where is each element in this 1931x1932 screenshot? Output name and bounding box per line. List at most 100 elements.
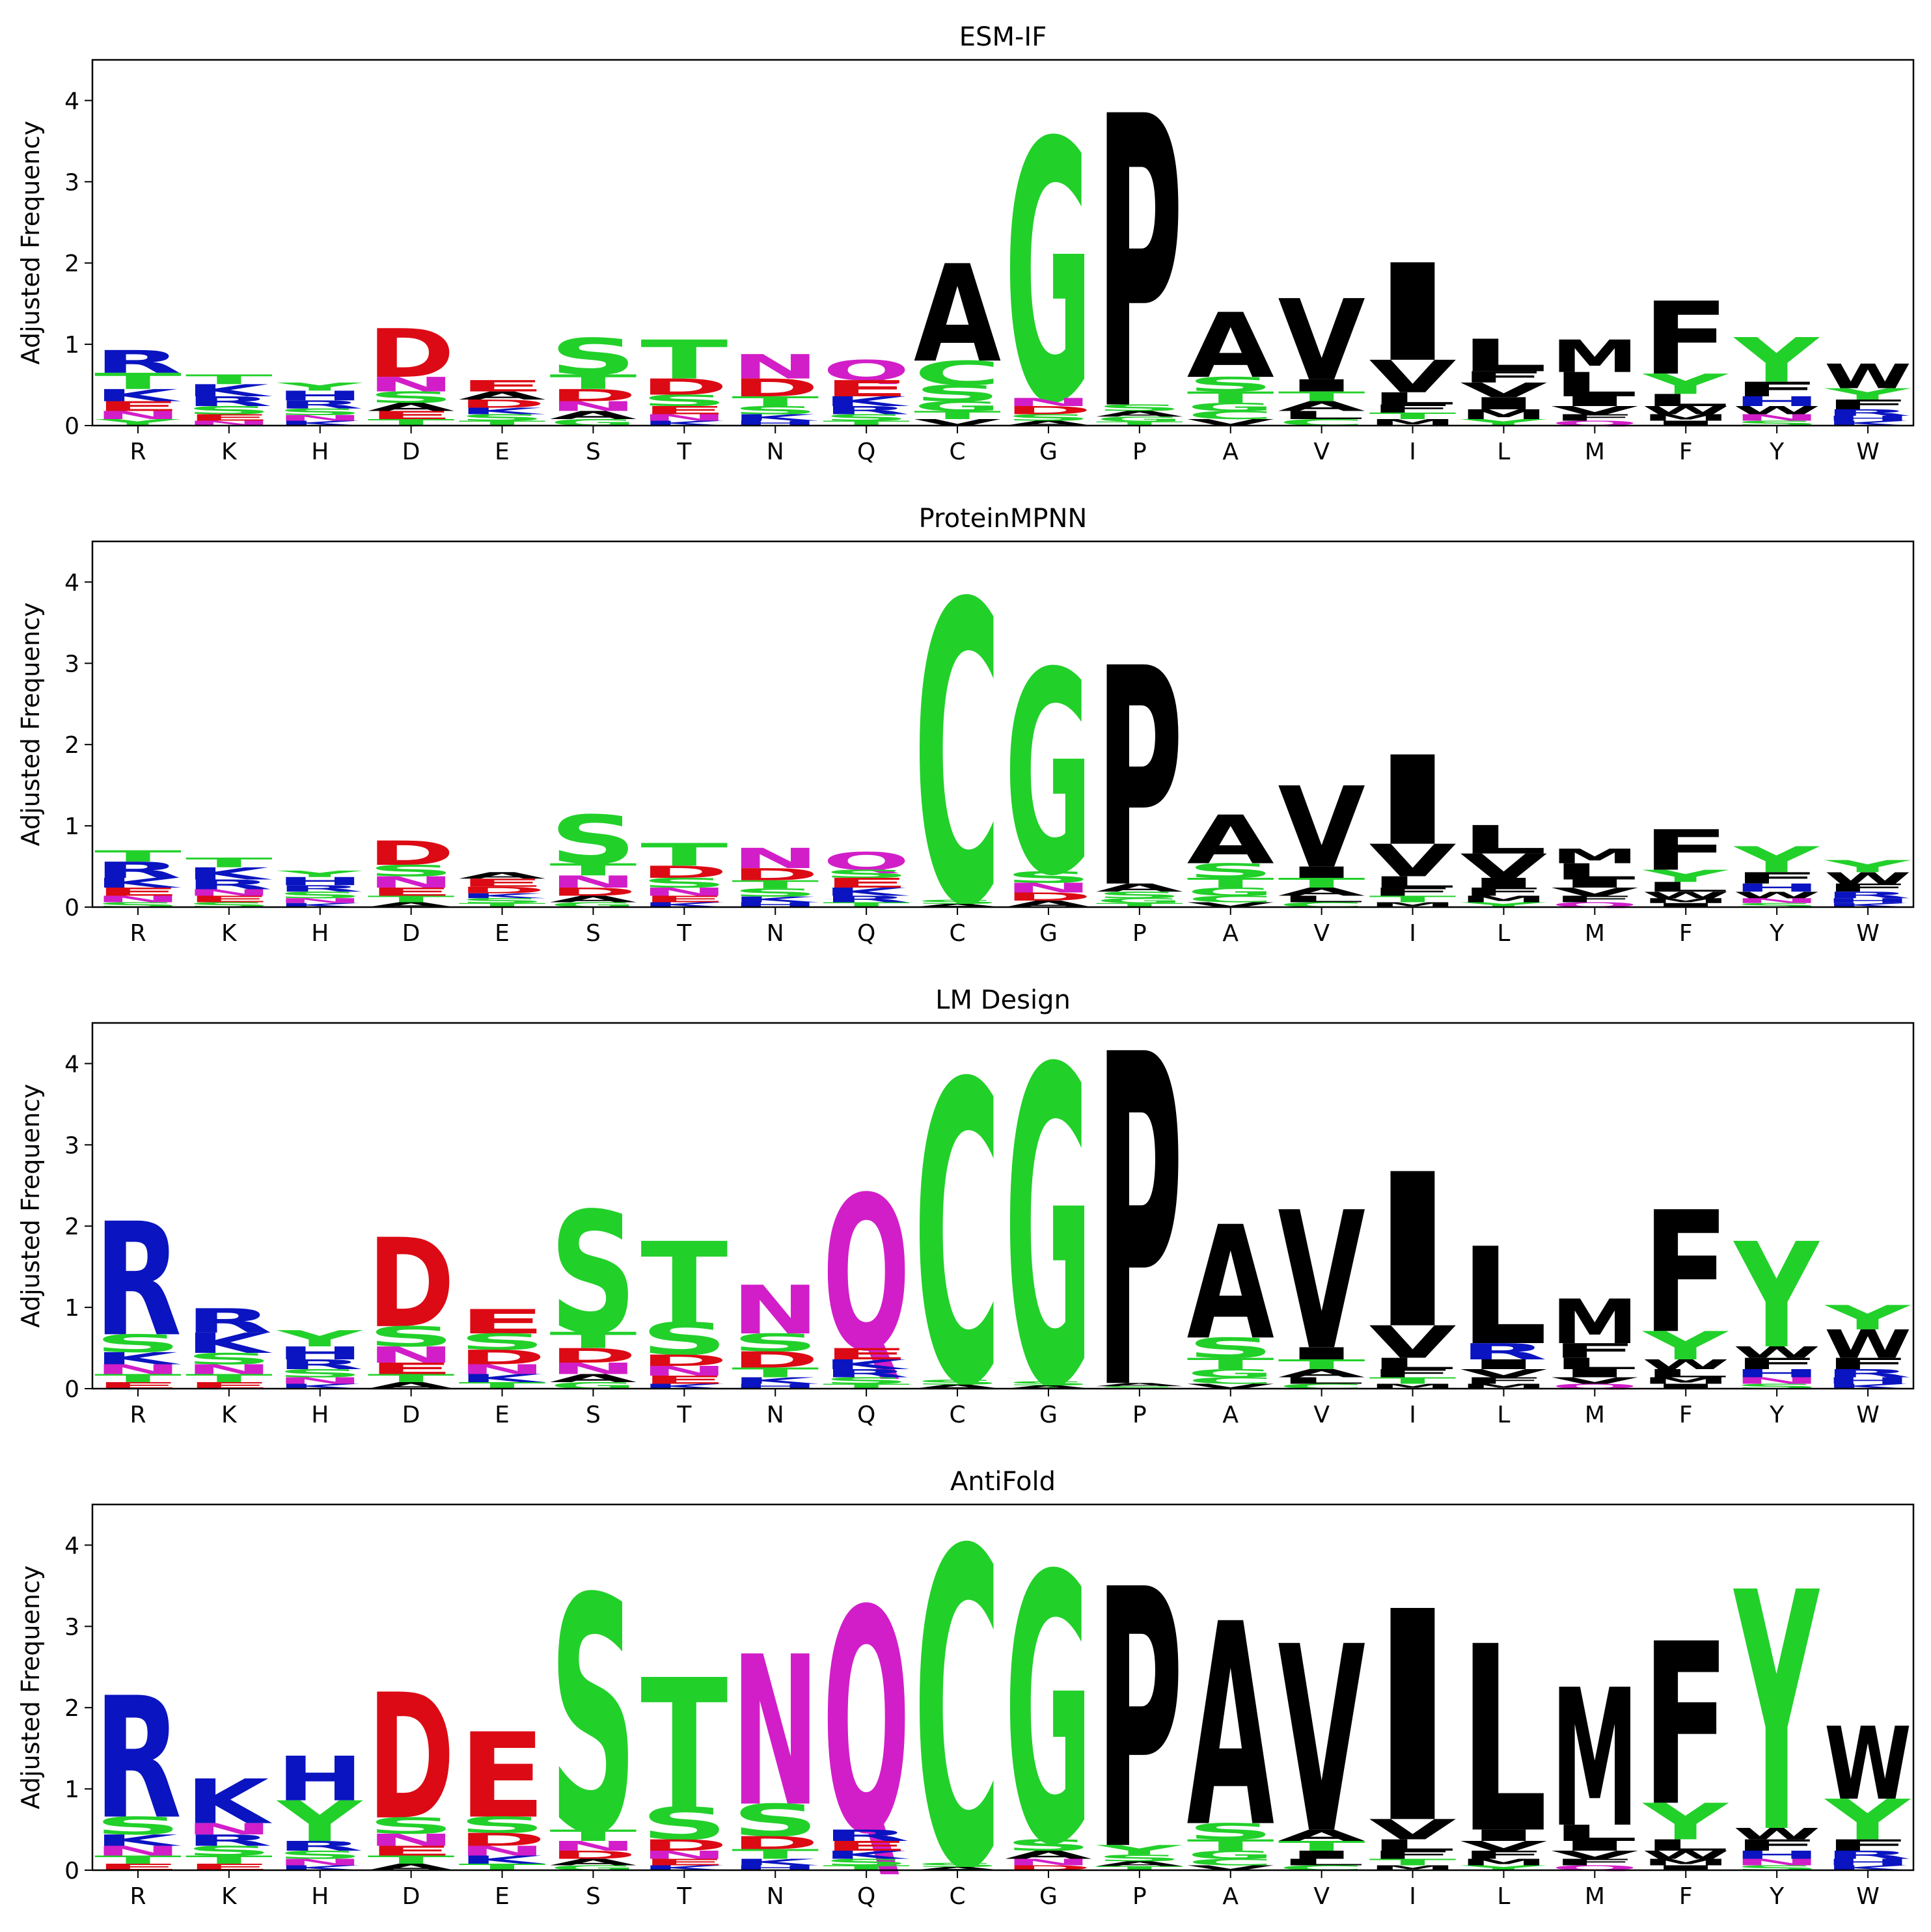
y-tick-label: 2 <box>64 732 79 759</box>
logo-letter-Y: Y <box>276 1789 363 1854</box>
logo-letter-E: E <box>823 875 910 891</box>
logo-letter-Q: Q <box>823 355 910 387</box>
logo-letter-D: D <box>1005 890 1092 903</box>
x-tick-label: V <box>1313 920 1330 947</box>
logo-letter-S: S <box>914 899 1001 905</box>
logo-letter-D: D <box>458 1829 545 1850</box>
x-tick-label: V <box>1313 1883 1330 1910</box>
logo-letter-Y: Y <box>1732 839 1820 881</box>
x-tick-label: C <box>949 1402 965 1428</box>
logo-letter-A: A <box>549 894 637 905</box>
logo-letter-N: N <box>640 1363 728 1379</box>
x-tick-label: P <box>1132 1883 1147 1910</box>
x-tick-label: F <box>1679 920 1693 947</box>
x-tick-label: F <box>1679 1402 1693 1428</box>
logo-letter-D: D <box>549 1344 637 1368</box>
logo-letter-T: T <box>640 837 728 873</box>
x-tick-label: N <box>767 1402 784 1428</box>
logo-letter-E: E <box>640 1857 728 1868</box>
x-tick-label: S <box>586 920 601 947</box>
logo-letter-N: N <box>94 409 182 422</box>
x-tick-label: C <box>949 920 965 947</box>
logo-letter-T: T <box>732 878 819 891</box>
logo-letter-E: E <box>367 1359 454 1378</box>
logo-letter-Q: Q <box>823 1545 910 1902</box>
logo-letter-S: S <box>277 890 364 901</box>
logo-letter-N: N <box>732 1272 819 1350</box>
logo-letter-Y: Y <box>1733 1212 1820 1381</box>
logo-letter-R: R <box>823 1367 910 1380</box>
logo-letter-E: E <box>367 409 454 422</box>
y-tick-label: 0 <box>64 413 79 440</box>
logo-letter-N: N <box>185 888 273 898</box>
logo-letter-D: D <box>640 1352 728 1370</box>
logo-letter-A: A <box>549 1857 637 1868</box>
logo-letter-R: R <box>277 1357 364 1372</box>
logo-letter-Y: Y <box>1095 1842 1183 1858</box>
logo-letter-D: D <box>367 1213 454 1355</box>
logo-letter-G: G <box>1187 886 1274 899</box>
logo-letter-S: S <box>549 1531 637 1906</box>
logo-letter-Y: Y <box>276 1326 364 1352</box>
logo-letter-S: S <box>458 897 545 905</box>
logo-letter-S: S <box>732 404 819 417</box>
logo-letter-F: F <box>1369 402 1456 415</box>
x-tick-label: I <box>1409 1883 1416 1910</box>
logo-letter-W: W <box>1824 1322 1911 1367</box>
logo-letter-R: R <box>277 398 364 411</box>
logo-letter-S: S <box>367 388 454 407</box>
logo-letter-T: T <box>1278 389 1365 405</box>
logo-letter-S: S <box>1187 1332 1274 1365</box>
logo-letter-Q: Q <box>823 1152 910 1398</box>
logo-letter-R: R <box>823 404 910 417</box>
x-tick-label: K <box>221 920 238 947</box>
x-tick-label: T <box>676 920 692 947</box>
logo-letter-S: S <box>1096 403 1183 413</box>
logo-letter-T: T <box>1369 1376 1456 1386</box>
logo-letter-C: C <box>1278 1382 1365 1390</box>
logo-letter-T: T <box>1369 411 1456 421</box>
logo-letter-N: N <box>640 1849 728 1862</box>
logo-letter-N: N <box>1005 880 1092 895</box>
logo-letter-V: V <box>1551 1849 1638 1862</box>
logo-letter-S: S <box>458 1812 545 1838</box>
logo-letter-N: N <box>549 1838 637 1854</box>
logo-letter-L: L <box>1278 894 1365 905</box>
logo-letter-L: L <box>1369 873 1456 891</box>
logo-letter-T: T <box>549 370 637 394</box>
logo-letter-F: F <box>1642 1596 1729 1856</box>
logo-letter-F: F <box>1733 869 1820 888</box>
logo-letter-C: C <box>1187 1376 1274 1386</box>
logo-letter-C: C <box>1187 409 1274 422</box>
logo-letter-S: S <box>823 413 910 423</box>
logo-letter-F: F <box>1369 1367 1456 1380</box>
logo-letter-S: S <box>1096 1853 1183 1864</box>
logo-letter-F: F <box>1824 397 1911 413</box>
logo-letter-A: A <box>1278 1827 1365 1845</box>
x-tick-label: K <box>221 1402 238 1428</box>
logo-letter-W: W <box>1733 890 1820 901</box>
logo-letters: RTKENYTKRSENYHRSNKDNSAETEADKSTSTDNAGTDSE… <box>94 33 1911 500</box>
logo-letter-K: K <box>1824 419 1911 427</box>
x-tick-label: K <box>221 439 238 465</box>
logo-letter-N: N <box>94 1361 182 1377</box>
logo-letter-I: I <box>1460 1357 1547 1372</box>
x-tick-label: K <box>221 1883 238 1910</box>
logo-letter-E: E <box>458 877 545 890</box>
x-tick-label: M <box>1585 439 1605 465</box>
x-tick-label: Q <box>857 920 875 947</box>
logo-letter-D: D <box>458 1346 545 1369</box>
logo-letter-T: T <box>732 394 819 409</box>
logo-letter-N: N <box>1733 1376 1820 1386</box>
x-tick-label: W <box>1856 920 1880 947</box>
logo-letter-S: S <box>823 867 910 880</box>
logo-letter-H: H <box>277 388 364 403</box>
logo-letter-F: F <box>1642 280 1729 398</box>
logo-letter-F: F <box>1824 881 1911 894</box>
logo-letter-K: K <box>185 381 273 400</box>
logo-letter-K: K <box>277 419 364 427</box>
logo-letter-I: I <box>1460 394 1547 413</box>
panel-title: ESM-IF <box>959 22 1047 52</box>
logo-letter-Y: Y <box>1641 1793 1729 1851</box>
